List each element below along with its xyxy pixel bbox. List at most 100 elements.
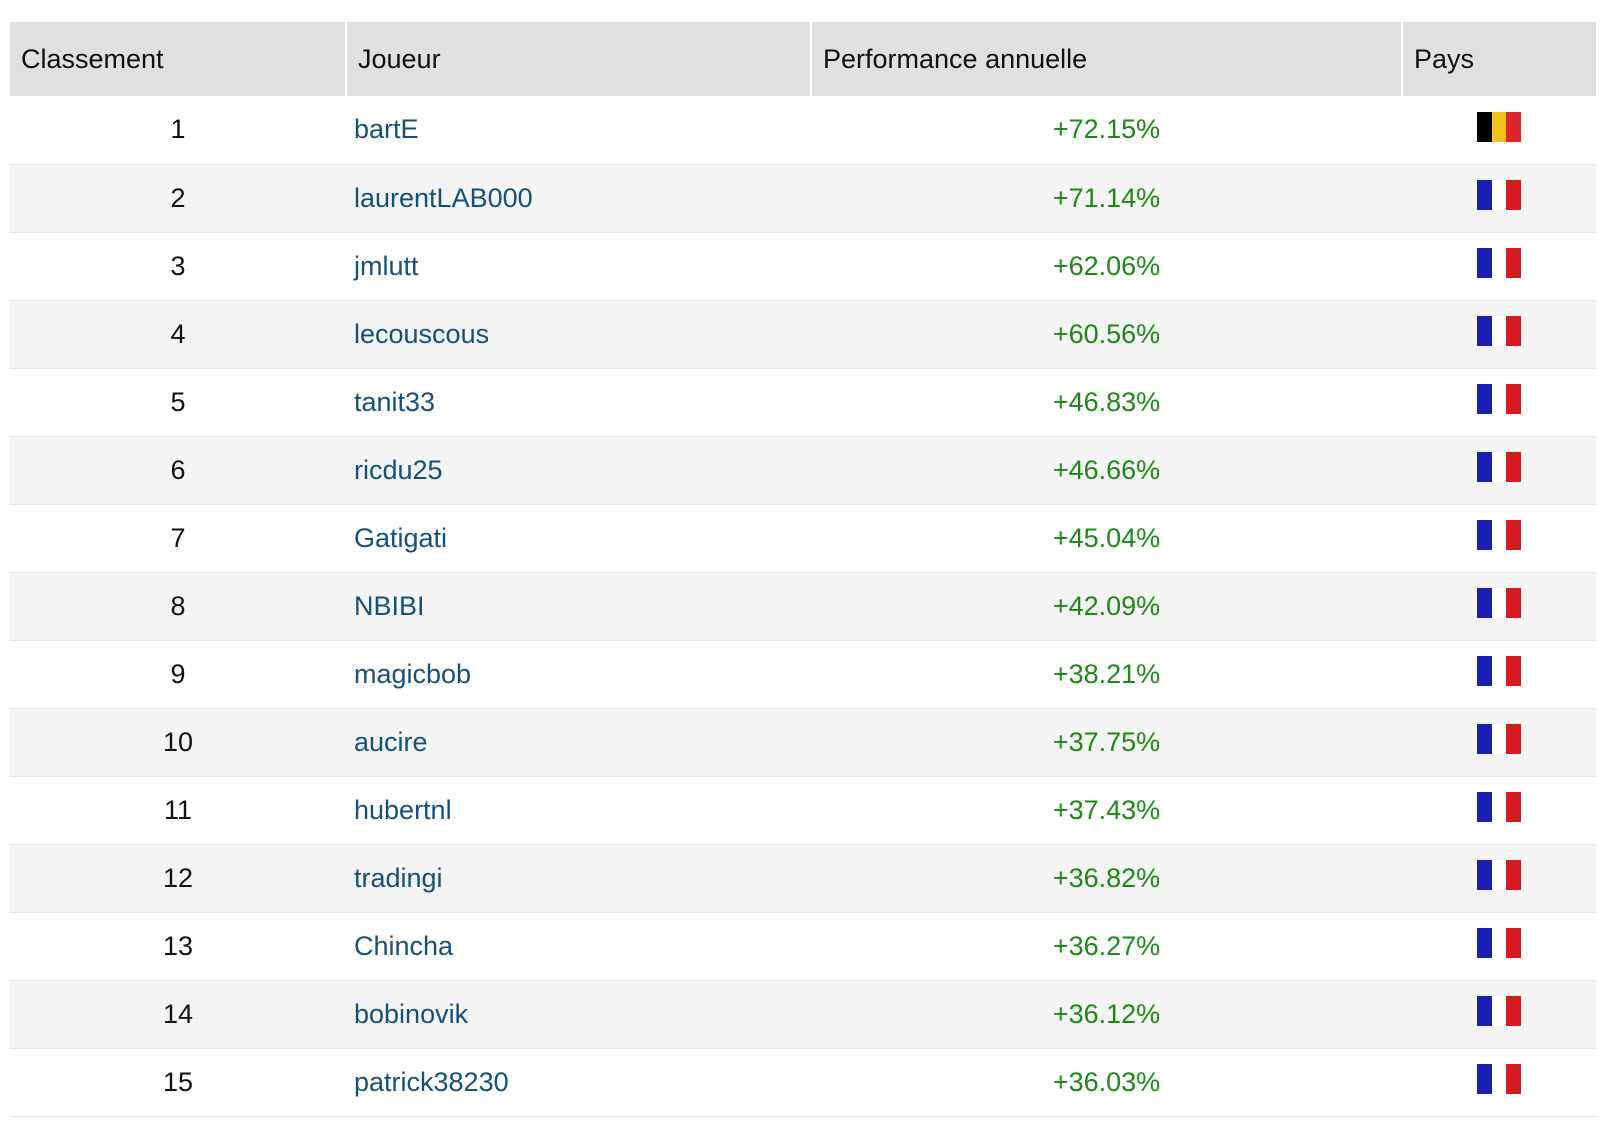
player-link[interactable]: ricdu25 bbox=[354, 454, 443, 485]
player-cell: tanit33 bbox=[346, 368, 811, 436]
performance-cell: +36.82% bbox=[811, 844, 1402, 912]
country-cell bbox=[1402, 640, 1596, 708]
performance-value: +72.15% bbox=[1052, 114, 1161, 145]
table-row: 7 Gatigati +45.04% bbox=[10, 504, 1596, 572]
player-link[interactable]: hubertnl bbox=[354, 794, 452, 825]
performance-cell: +36.03% bbox=[811, 1048, 1402, 1116]
table-row: 14 bobinovik +36.12% bbox=[10, 980, 1596, 1048]
table-body: 1 bartE +72.15% 2 laurentLAB000 +71.14% 3 jmlut… bbox=[10, 96, 1596, 1116]
performance-value: +62.06% bbox=[1052, 250, 1161, 281]
performance-cell: +46.66% bbox=[811, 436, 1402, 504]
table-row: 2 laurentLAB000 +71.14% bbox=[10, 164, 1596, 232]
performance-cell: +36.12% bbox=[811, 980, 1402, 1048]
table-row: 10 aucire +37.75% bbox=[10, 708, 1596, 776]
rank-cell: 2 bbox=[170, 182, 186, 213]
player-cell: ricdu25 bbox=[346, 436, 811, 504]
performance-value: +37.43% bbox=[1052, 794, 1161, 825]
player-link[interactable]: laurentLAB000 bbox=[354, 182, 533, 213]
performance-value: +46.66% bbox=[1052, 454, 1161, 485]
performance-cell: +36.27% bbox=[811, 912, 1402, 980]
france-flag-icon bbox=[1477, 791, 1522, 822]
table-row: 6 ricdu25 +46.66% bbox=[10, 436, 1596, 504]
player-cell: Gatigati bbox=[346, 504, 811, 572]
player-link[interactable]: Chincha bbox=[354, 930, 454, 961]
header-player: Joueur bbox=[346, 22, 812, 96]
country-cell bbox=[1402, 912, 1596, 980]
performance-value: +60.56% bbox=[1052, 318, 1161, 349]
france-flag-icon bbox=[1477, 1063, 1522, 1094]
player-cell: laurentLAB000 bbox=[346, 164, 811, 232]
rank-cell: 3 bbox=[170, 250, 186, 281]
player-link[interactable]: magicbob bbox=[354, 658, 472, 689]
table-row: 1 bartE +72.15% bbox=[10, 96, 1596, 164]
france-flag-icon bbox=[1477, 587, 1522, 618]
country-cell bbox=[1402, 232, 1596, 300]
player-link[interactable]: patrick38230 bbox=[354, 1066, 509, 1097]
player-link[interactable]: tradingi bbox=[354, 862, 443, 893]
performance-value: +36.27% bbox=[1052, 930, 1161, 961]
player-link[interactable]: lecouscous bbox=[354, 318, 490, 349]
performance-cell: +37.43% bbox=[811, 776, 1402, 844]
header-country: Pays bbox=[1402, 22, 1596, 96]
header-rank: Classement bbox=[10, 22, 347, 96]
rank-cell: 1 bbox=[170, 114, 186, 145]
france-flag-icon bbox=[1477, 383, 1522, 414]
country-cell bbox=[1402, 164, 1596, 232]
performance-cell: +45.04% bbox=[811, 504, 1402, 572]
country-cell bbox=[1402, 980, 1596, 1048]
country-cell bbox=[1402, 844, 1596, 912]
rank-cell: 15 bbox=[162, 1066, 194, 1097]
table-row: 12 tradingi +36.82% bbox=[10, 844, 1596, 912]
player-cell: bartE bbox=[346, 96, 811, 164]
player-cell: tradingi bbox=[346, 844, 811, 912]
rank-cell: 12 bbox=[162, 862, 194, 893]
france-flag-icon bbox=[1477, 859, 1522, 890]
france-flag-icon bbox=[1477, 179, 1522, 210]
country-cell bbox=[1402, 96, 1596, 164]
rank-cell: 11 bbox=[163, 794, 193, 825]
country-cell bbox=[1402, 436, 1596, 504]
country-cell bbox=[1402, 708, 1596, 776]
player-link[interactable]: NBIBI bbox=[354, 590, 425, 621]
france-flag-icon bbox=[1477, 451, 1522, 482]
rank-cell: 14 bbox=[162, 998, 194, 1029]
player-cell: lecouscous bbox=[346, 300, 811, 368]
performance-value: +36.03% bbox=[1052, 1066, 1161, 1097]
player-cell: bobinovik bbox=[346, 980, 811, 1048]
country-cell bbox=[1402, 504, 1596, 572]
rank-cell: 5 bbox=[170, 386, 186, 417]
player-link[interactable]: bobinovik bbox=[354, 998, 469, 1029]
performance-cell: +60.56% bbox=[811, 300, 1402, 368]
player-link[interactable]: jmlutt bbox=[354, 250, 419, 281]
table-row: 5 tanit33 +46.83% bbox=[10, 368, 1596, 436]
performance-value: +45.04% bbox=[1052, 522, 1161, 553]
performance-cell: +62.06% bbox=[811, 232, 1402, 300]
country-cell bbox=[1402, 368, 1596, 436]
player-cell: NBIBI bbox=[346, 572, 811, 640]
france-flag-icon bbox=[1477, 655, 1522, 686]
player-link[interactable]: Gatigati bbox=[354, 522, 448, 553]
player-cell: jmlutt bbox=[346, 232, 811, 300]
france-flag-icon bbox=[1477, 247, 1522, 278]
player-link[interactable]: bartE bbox=[354, 114, 419, 145]
table-row: 15 patrick38230 +36.03% bbox=[10, 1048, 1596, 1116]
france-flag-icon bbox=[1477, 995, 1522, 1026]
france-flag-icon bbox=[1477, 315, 1522, 346]
player-cell: aucire bbox=[346, 708, 811, 776]
player-link[interactable]: aucire bbox=[354, 726, 428, 757]
performance-value: +71.14% bbox=[1052, 182, 1161, 213]
table-row: 4 lecouscous +60.56% bbox=[10, 300, 1596, 368]
performance-cell: +46.83% bbox=[811, 368, 1402, 436]
player-link[interactable]: tanit33 bbox=[354, 386, 436, 417]
table-header-row: Classement Joueur Performance annuelle P… bbox=[10, 22, 1596, 96]
performance-value: +46.83% bbox=[1052, 386, 1161, 417]
france-flag-icon bbox=[1477, 519, 1522, 550]
table-row: 11 hubertnl +37.43% bbox=[10, 776, 1596, 844]
performance-cell: +42.09% bbox=[811, 572, 1402, 640]
performance-cell: +71.14% bbox=[811, 164, 1402, 232]
country-cell bbox=[1402, 300, 1596, 368]
country-cell bbox=[1402, 776, 1596, 844]
rank-cell: 10 bbox=[162, 726, 194, 757]
country-cell bbox=[1402, 572, 1596, 640]
belgium-flag-icon bbox=[1477, 111, 1522, 142]
